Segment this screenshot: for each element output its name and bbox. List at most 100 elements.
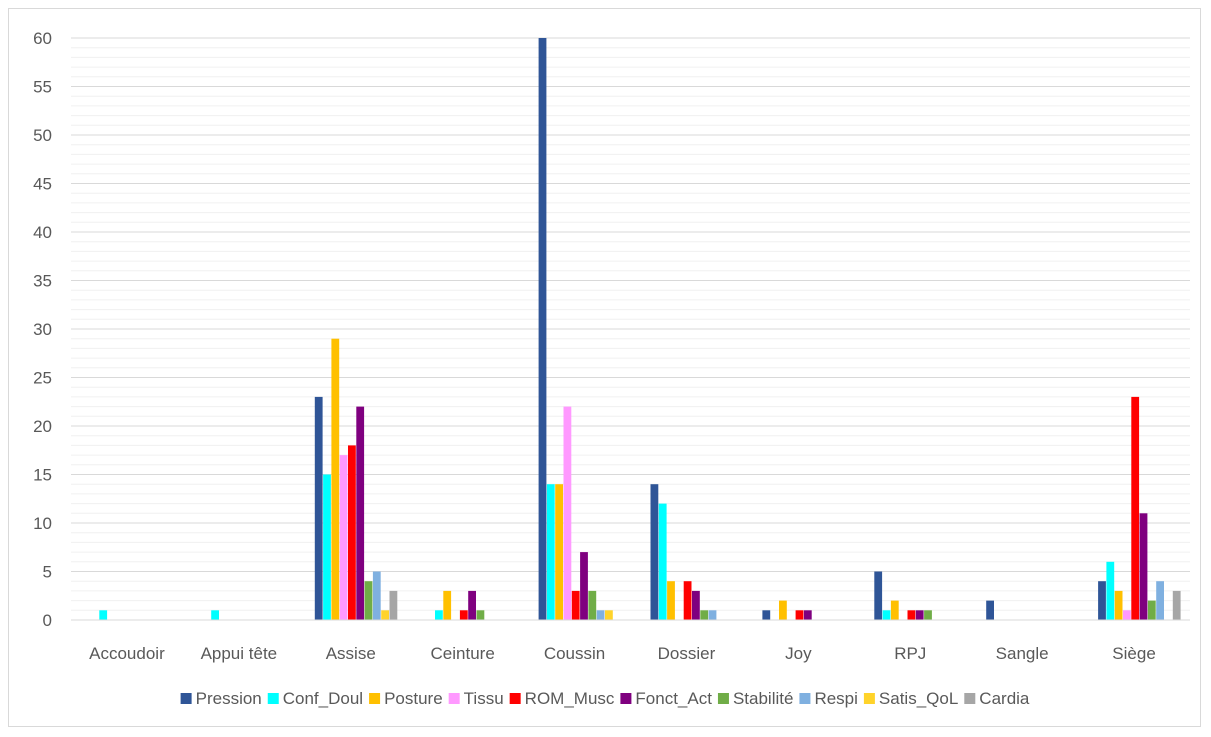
bars: [99, 38, 1181, 620]
bar: [596, 610, 605, 620]
legend-label: Tissu: [464, 689, 504, 708]
bar: [381, 610, 389, 620]
y-tick-label: 35: [33, 272, 52, 291]
y-tick-label: 45: [33, 175, 52, 194]
bar: [890, 600, 899, 620]
bar: [314, 396, 323, 620]
bar: [907, 610, 916, 620]
bar: [459, 610, 468, 620]
bar: [571, 590, 580, 620]
bar: [348, 445, 356, 620]
bar: [555, 484, 563, 620]
x-category-label: Appui tête: [201, 644, 278, 663]
bar: [1114, 590, 1123, 620]
x-category-label: Sangle: [996, 644, 1049, 663]
x-category-label: Coussin: [544, 644, 605, 663]
y-tick-label: 55: [33, 78, 52, 97]
bar: [468, 590, 476, 620]
bar: [795, 610, 804, 620]
bar: [762, 610, 771, 620]
bar: [1123, 610, 1131, 620]
bar: [435, 610, 443, 620]
bar: [803, 610, 812, 620]
bar: [99, 610, 108, 620]
legend-label: Fonct_Act: [635, 689, 712, 708]
y-tick-label: 40: [33, 223, 52, 242]
bar: [443, 590, 452, 620]
legend-swatch: [267, 693, 279, 704]
legend-swatch: [799, 693, 811, 704]
bar: [339, 455, 348, 620]
x-axis: Accoudoir Appui tête Assise Ceinture Coussin…: [71, 619, 1190, 663]
legend-label: Respi: [814, 689, 857, 708]
legend-swatch: [509, 693, 521, 704]
bar: [605, 610, 613, 620]
x-category-label: RPJ: [894, 644, 926, 663]
bar: [1156, 581, 1164, 620]
bar: [708, 610, 717, 620]
bar: [323, 474, 331, 620]
y-tick-label: 30: [33, 320, 52, 339]
bar: [882, 610, 891, 620]
y-tick-label: 25: [33, 369, 52, 388]
y-tick-label: 0: [43, 611, 52, 630]
legend-swatch: [863, 693, 875, 704]
bar: [924, 610, 932, 620]
legend-label: Stabilité: [733, 689, 793, 708]
y-axis: 0 5 10 15 20 25 30 35 40 45 50 55 60: [33, 29, 52, 630]
legend-swatch: [717, 693, 729, 704]
x-category-label: Ceinture: [431, 644, 495, 663]
x-category-label: Siège: [1112, 644, 1155, 663]
bar: [1131, 396, 1140, 620]
bar: [356, 406, 365, 620]
bar: [563, 406, 572, 620]
bar: [546, 484, 555, 620]
legend-label: Pression: [196, 689, 262, 708]
bar: [667, 581, 675, 620]
bar: [211, 610, 219, 620]
y-tick-label: 15: [33, 466, 52, 485]
legend-swatch: [448, 693, 460, 704]
bar: [650, 484, 659, 620]
bar: [331, 338, 340, 620]
y-tick-label: 10: [33, 514, 52, 533]
bar: [364, 581, 373, 620]
legend: Pression Conf_Doul Posture Tissu ROM_Musc Fon…: [180, 689, 1030, 708]
x-category-label: Dossier: [658, 644, 716, 663]
legend-swatch: [964, 693, 976, 704]
x-category-label: Joy: [785, 644, 812, 663]
x-category-label: Assise: [326, 644, 376, 663]
y-tick-label: 5: [43, 563, 52, 582]
bar: [1098, 581, 1106, 620]
gridlines: [71, 37, 1190, 611]
y-tick-label: 50: [33, 126, 52, 145]
bar: [779, 600, 787, 620]
bar: [658, 503, 667, 620]
x-category-label: Accoudoir: [89, 644, 165, 663]
legend-swatch: [620, 693, 632, 704]
legend-label: Satis_QoL: [879, 689, 958, 708]
bar: [580, 552, 588, 620]
legend-label: Conf_Doul: [283, 689, 363, 708]
bar: [1139, 513, 1148, 620]
bar: [986, 600, 994, 620]
bar: [372, 571, 381, 620]
bar: [692, 590, 700, 620]
bar: [389, 590, 398, 620]
bar: [915, 610, 924, 620]
bar: [588, 590, 597, 620]
bar: [1106, 561, 1115, 620]
y-tick-label: 20: [33, 417, 52, 436]
bar: [1147, 600, 1156, 620]
bar: [476, 610, 485, 620]
bar: [538, 38, 547, 620]
legend-label: Cardia: [979, 689, 1030, 708]
legend-label: ROM_Musc: [525, 689, 615, 708]
bar: [1172, 590, 1181, 620]
bar: [683, 581, 692, 620]
legend-label: Posture: [384, 689, 443, 708]
bar: [874, 571, 883, 620]
legend-swatch: [180, 693, 192, 704]
legend-swatch: [369, 693, 381, 704]
